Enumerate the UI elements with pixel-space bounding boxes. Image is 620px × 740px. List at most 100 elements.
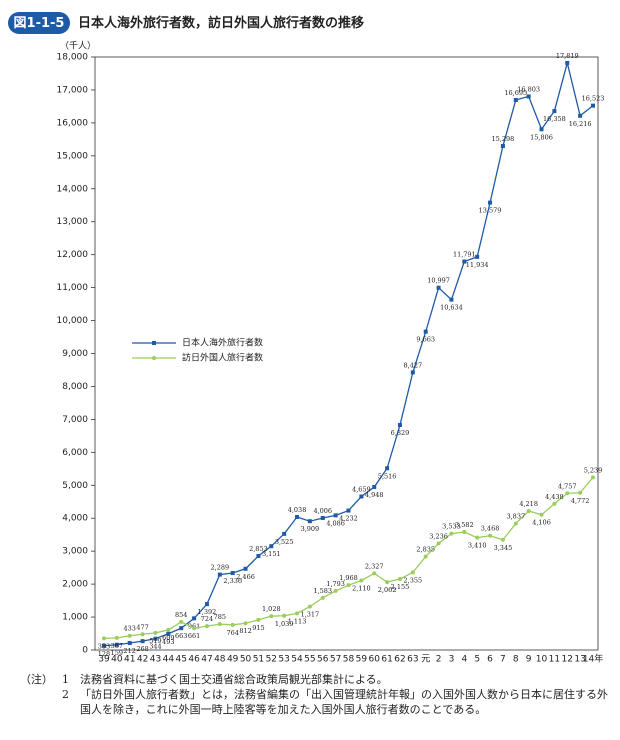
marker [192, 626, 197, 631]
spacer [20, 687, 62, 717]
notes-lead: （注） [20, 673, 53, 686]
marker [217, 622, 222, 627]
marker [372, 571, 377, 576]
value-label: 16,216 [569, 120, 592, 128]
marker [385, 580, 390, 585]
value-label: 5,239 [584, 466, 603, 474]
marker [526, 509, 531, 514]
marker [488, 200, 493, 205]
y-tick-label: 13,000 [57, 217, 89, 227]
marker [410, 570, 415, 575]
y-tick-label: 5,000 [62, 481, 88, 491]
legend-label: 訪日外国人旅行者数 [182, 352, 263, 364]
value-label: 2,327 [365, 562, 384, 570]
note-row: 2 「訪日外国人旅行者数」とは，法務省編集の「出入国管理統計年報」の入国外国人数か… [20, 687, 610, 717]
value-label: 1,583 [313, 587, 332, 595]
value-label: 661 [188, 632, 200, 640]
value-label: 5,516 [378, 472, 397, 480]
value-label: 13,579 [479, 207, 502, 215]
chart-title: 日本人海外旅行者数，訪日外国人旅行者数の推移 [78, 15, 364, 31]
y-tick-label: 4,000 [62, 514, 88, 524]
y-tick-label: 3,000 [62, 547, 88, 557]
x-tick-label: 元 [421, 655, 430, 665]
marker [475, 535, 480, 540]
x-tick-label: 46 [188, 655, 200, 665]
value-label: 16,695 [504, 89, 527, 97]
marker [346, 583, 351, 588]
value-label: 3,837 [506, 513, 525, 521]
value-label: 4,218 [519, 500, 538, 508]
x-tick-label: 7 [500, 655, 506, 665]
y-tick-label: 11,000 [57, 283, 89, 293]
marker [102, 636, 106, 641]
x-tick-label: 54 [291, 655, 303, 665]
notes: （注） 1 法務省資料に基づく国土交通省総合政策局観光部集計による。 2 「訪日外国人旅… [20, 672, 610, 717]
value-label: 16,358 [543, 115, 566, 123]
marker [526, 94, 531, 99]
marker [269, 544, 274, 549]
marker [230, 571, 235, 576]
x-tick-label: 45 [175, 655, 186, 665]
x-tick-label: 44 [163, 655, 175, 665]
marker [282, 531, 287, 536]
value-label: 2,289 [211, 564, 230, 572]
value-label: 854 [175, 611, 187, 619]
value-label: 663 [175, 632, 187, 640]
marker [320, 595, 325, 600]
value-label: 785 [214, 613, 226, 621]
legend-marker [152, 341, 156, 345]
value-label: 433 [124, 625, 136, 633]
y-tick-label: 16,000 [57, 118, 89, 128]
value-label: 609 [162, 634, 174, 642]
x-tick-label: 40 [111, 655, 123, 665]
y-tick-label: 12,000 [57, 250, 89, 260]
value-label: 4,659 [352, 486, 371, 494]
marker [552, 501, 557, 506]
x-tick-label: 39 [98, 655, 110, 665]
y-tick-label: 15,000 [57, 151, 89, 161]
marker [462, 259, 467, 264]
marker [539, 127, 544, 132]
x-tick-label: 61 [381, 655, 392, 665]
x-tick-label: 60 [369, 655, 381, 665]
value-label: 2,336 [223, 577, 242, 585]
value-label: 367 [111, 642, 123, 650]
marker [423, 329, 428, 334]
value-label: 15,806 [530, 133, 553, 141]
value-label: 268 [136, 645, 148, 653]
badge: 図1-1-5 [14, 16, 65, 31]
value-label: 16,523 [582, 95, 605, 103]
value-label: 2,835 [416, 546, 435, 554]
marker [166, 631, 171, 636]
value-label: 3,909 [301, 525, 320, 533]
x-tick-label: 42 [137, 655, 148, 665]
marker [372, 484, 377, 489]
value-label: 4,757 [558, 482, 577, 490]
marker [500, 144, 505, 149]
note-text: 法務省資料に基づく国土交通省総合政策局観光部集計による。 [80, 673, 388, 686]
marker [204, 624, 209, 629]
x-tick-label: 52 [266, 655, 277, 665]
marker [436, 541, 441, 546]
marker [256, 554, 261, 559]
note-number: 2 [62, 688, 69, 701]
marker [166, 627, 171, 632]
marker [539, 512, 544, 517]
value-label: 812 [239, 627, 251, 635]
value-label: 1,793 [326, 580, 345, 588]
x-tick-label: 13 [574, 655, 585, 665]
y-tick-label: 17,000 [57, 85, 89, 95]
x-tick-label: 6 [487, 655, 493, 665]
value-label: 2,466 [236, 573, 255, 581]
note-number: 1 [62, 673, 69, 686]
value-label: 724 [201, 615, 213, 623]
marker [295, 611, 300, 616]
value-label: 3,525 [275, 538, 294, 546]
value-label: 353 [98, 642, 110, 650]
y-tick-label: 6,000 [62, 448, 88, 458]
marker [114, 642, 119, 647]
marker [591, 103, 595, 108]
value-label: 2,062 [378, 586, 397, 594]
value-label: 3,533 [442, 523, 461, 531]
